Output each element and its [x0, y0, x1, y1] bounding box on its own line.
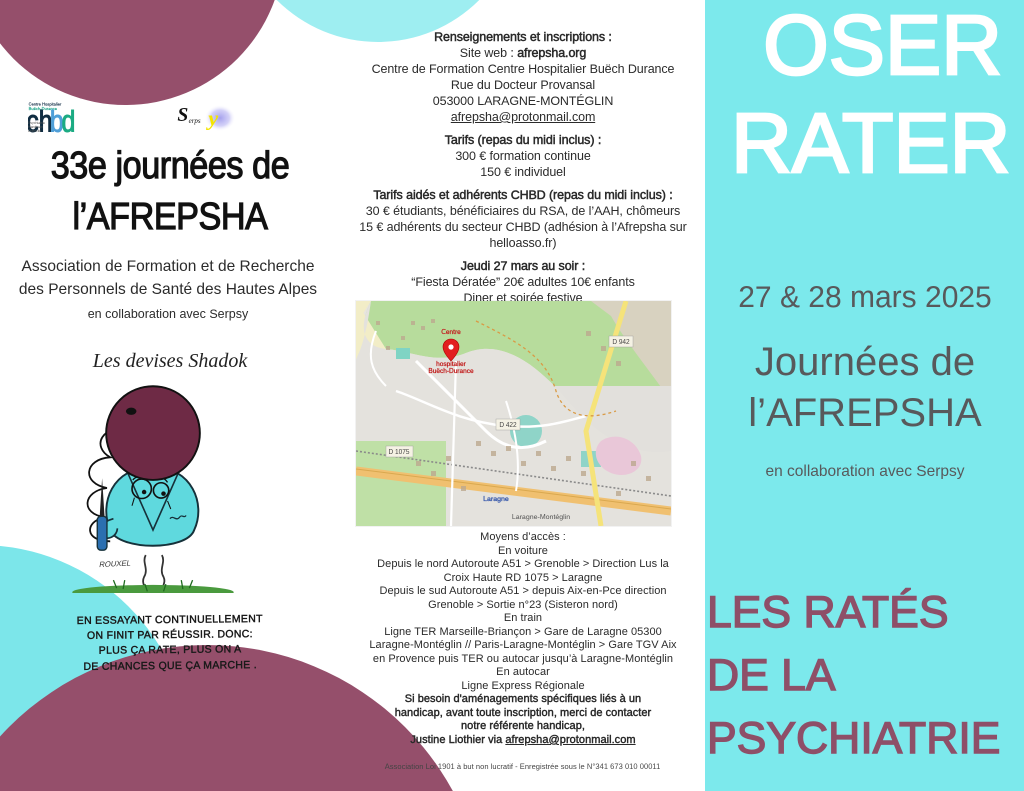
svg-text:ROUXEL: ROUXEL: [99, 558, 132, 569]
svg-text:Centre: Centre: [441, 328, 461, 336]
svg-text:Laragne-Montéglin: Laragne-Montéglin: [512, 513, 570, 521]
svg-text:Buëch-Durance: Buëch-Durance: [428, 367, 474, 375]
svg-text:d: d: [62, 104, 76, 136]
svg-text:D 422: D 422: [499, 422, 517, 429]
svg-text:erps: erps: [189, 117, 201, 125]
svg-text:Laragne: Laragne: [483, 495, 509, 503]
svg-text:hospitalier: hospitalier: [436, 360, 466, 368]
svg-text:D 1075: D 1075: [389, 449, 410, 456]
svg-text:D 942: D 942: [612, 339, 630, 346]
svg-text:S: S: [177, 105, 188, 126]
svg-text:Domicile: Domicile: [28, 129, 41, 133]
